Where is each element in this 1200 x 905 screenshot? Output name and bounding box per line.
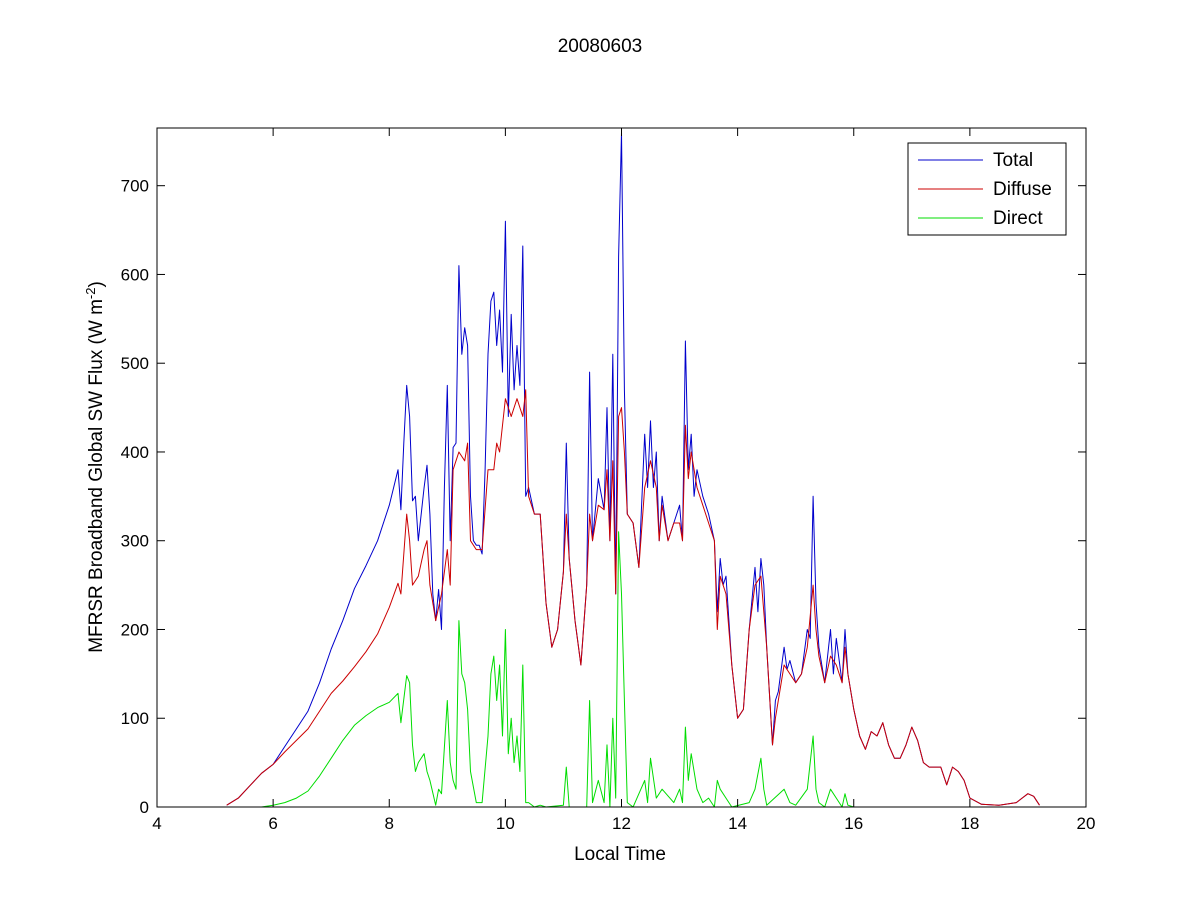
y-axis: 0 100 200 300 400 500 600 700 bbox=[121, 177, 1086, 817]
legend-label-diffuse: Diffuse bbox=[993, 179, 1052, 200]
y-tick-label: 400 bbox=[121, 443, 149, 462]
legend: Total Diffuse Direct bbox=[907, 142, 1067, 236]
x-axis: 4 6 8 10 12 14 16 18 20 bbox=[152, 128, 1095, 833]
y-axis-label-close: ) bbox=[86, 281, 107, 287]
y-tick-label: 700 bbox=[121, 177, 149, 196]
y-tick-label: 0 bbox=[140, 798, 149, 817]
x-tick-label: 6 bbox=[268, 814, 277, 833]
series-line-direct bbox=[226, 531, 1040, 808]
x-tick-label: 18 bbox=[960, 814, 979, 833]
y-axis-label-superscript: -2 bbox=[83, 288, 98, 300]
y-tick-label: 300 bbox=[121, 532, 149, 551]
x-tick-label: 16 bbox=[844, 814, 863, 833]
y-tick-label: 600 bbox=[121, 265, 149, 284]
legend-label-total: Total bbox=[993, 150, 1033, 171]
x-tick-label: 10 bbox=[496, 814, 515, 833]
y-tick-label: 500 bbox=[121, 354, 149, 373]
x-tick-label: 8 bbox=[385, 814, 394, 833]
y-tick-label: 100 bbox=[121, 709, 149, 728]
chart-title: 20080603 bbox=[558, 36, 643, 57]
y-tick-label: 200 bbox=[121, 620, 149, 639]
x-tick-label: 12 bbox=[612, 814, 631, 833]
x-tick-label: 4 bbox=[152, 814, 161, 833]
y-axis-label-main: MFRSR Broadband Global SW Flux (W m bbox=[86, 299, 107, 653]
series-line-diffuse bbox=[226, 389, 1040, 806]
series-lines bbox=[226, 131, 1040, 808]
y-axis-label: MFRSR Broadband Global SW Flux (W m-2) bbox=[83, 281, 107, 653]
x-tick-label: 20 bbox=[1077, 814, 1096, 833]
legend-label-direct: Direct bbox=[993, 208, 1043, 229]
x-tick-label: 14 bbox=[728, 814, 747, 833]
x-axis-label: Local Time bbox=[574, 844, 666, 865]
